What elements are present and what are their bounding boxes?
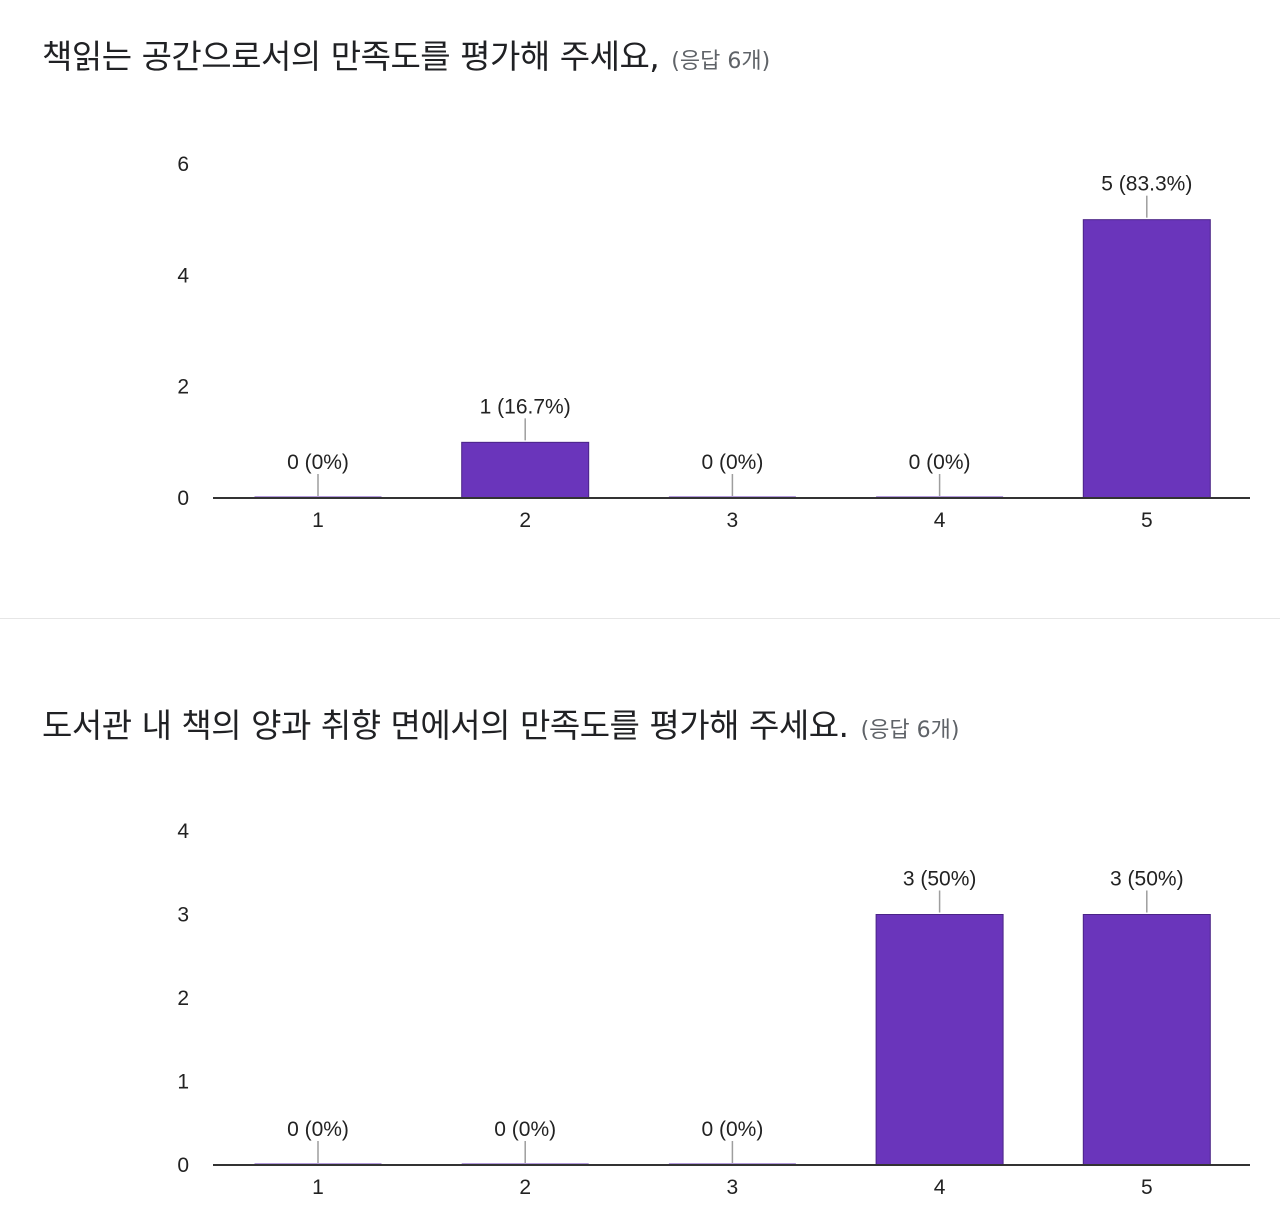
y-tick-label: 4	[177, 264, 189, 287]
data-label: 5 (83.3%)	[1101, 173, 1192, 196]
data-label: 3 (50%)	[1110, 868, 1184, 891]
question-title-text: 책읽는 공간으로서의 만족도를 평가해 주세요,	[42, 37, 660, 76]
data-label: 0 (0%)	[909, 451, 971, 474]
x-tick-label: 5	[1141, 509, 1153, 532]
x-tick-label: 1	[312, 1176, 324, 1199]
x-tick-label: 5	[1141, 1176, 1153, 1199]
y-tick-label: 3	[177, 904, 189, 927]
x-tick-label: 4	[934, 509, 946, 532]
y-tick-label: 0	[177, 1154, 189, 1177]
data-label: 3 (50%)	[903, 868, 977, 891]
response-count: (응답 6개)	[671, 49, 771, 74]
y-tick-label: 2	[177, 987, 189, 1010]
y-tick-label: 4	[177, 820, 189, 843]
x-tick-label: 1	[312, 509, 324, 532]
bar-chart: 0 2 4 6 0 (0%) 1 1 (16.7%) 2 0 (0%) 3 0 (0%) 4 5 (83…	[177, 153, 1250, 532]
question-card-1: 책읽는 공간으로서의 만족도를 평가해 주세요, (응답 6개) 0 2 4 6 0 (0…	[42, 30, 1250, 532]
bar[interactable]	[1082, 914, 1211, 1166]
data-label: 0 (0%)	[701, 451, 763, 474]
x-tick-label: 3	[727, 509, 739, 532]
y-tick-label: 6	[177, 153, 189, 176]
data-label: 0 (0%)	[287, 451, 349, 474]
question-card-2: 도서관 내 책의 양과 취향 면에서의 만족도를 평가해 주세요. (응답 6개)…	[0, 619, 1280, 1222]
question-title-text: 도서관 내 책의 양과 취향 면에서의 만족도를 평가해 주세요.	[42, 706, 849, 745]
bar[interactable]	[461, 441, 590, 499]
data-label: 1 (16.7%)	[480, 395, 571, 418]
x-tick-label: 4	[934, 1176, 946, 1199]
card-divider	[0, 618, 1280, 619]
question-title: 책읽는 공간으로서의 만족도를 평가해 주세요, (응답 6개)	[42, 30, 770, 78]
y-tick-label: 0	[177, 487, 189, 510]
y-tick-label: 1	[177, 1071, 189, 1094]
x-tick-label: 2	[519, 1176, 531, 1199]
data-label: 0 (0%)	[494, 1118, 556, 1141]
y-tick-label: 2	[177, 376, 189, 399]
question-title: 도서관 내 책의 양과 취향 면에서의 만족도를 평가해 주세요. (응답 6개)	[42, 699, 959, 747]
data-label: 0 (0%)	[701, 1118, 763, 1141]
response-count: (응답 6개)	[860, 718, 960, 743]
bar[interactable]	[1082, 219, 1211, 499]
bar[interactable]	[875, 914, 1004, 1166]
data-label: 0 (0%)	[287, 1118, 349, 1141]
x-tick-label: 3	[727, 1176, 739, 1199]
x-tick-label: 2	[519, 509, 531, 532]
